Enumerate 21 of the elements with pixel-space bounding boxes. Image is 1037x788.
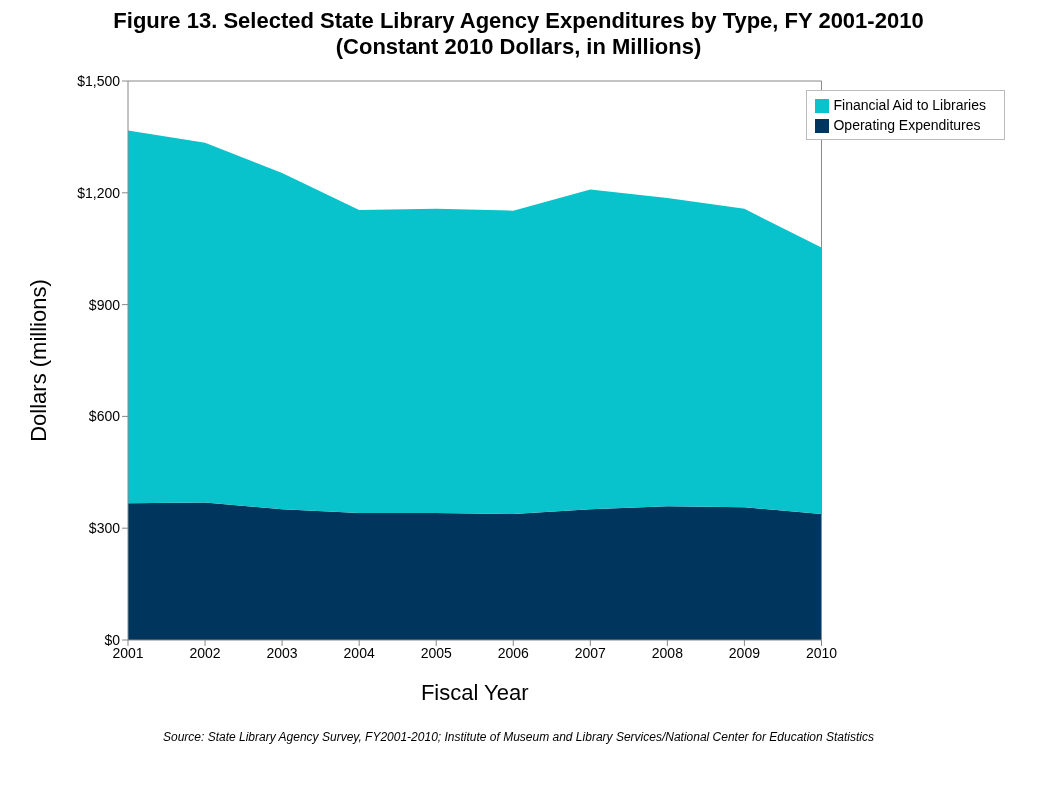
x-tick-label: 2002 — [189, 644, 221, 661]
chart-subtitle: (Constant 2010 Dollars, in Millions) — [334, 34, 703, 60]
x-tick-label: 2006 — [497, 644, 530, 661]
y-tick-label: $900 — [88, 296, 121, 313]
x-axis-title: Fiscal Year — [420, 680, 529, 705]
x-tick-label: 2005 — [420, 644, 452, 661]
y-tick-label: $600 — [88, 408, 121, 425]
y-tick-label: $1,500 — [77, 72, 121, 89]
x-tick-label: 2007 — [574, 644, 607, 661]
x-tick-label: 2003 — [266, 644, 298, 661]
x-tick-label: 2009 — [728, 644, 761, 661]
chart-title: Figure 13. Selected State Library Agency Expenditures by Type, FY 2001-2010 — [112, 8, 925, 34]
legend-label: Financial Aid to Libraries — [833, 97, 986, 113]
y-axis-title: Dollars (millions) — [25, 279, 51, 442]
source-note: Source: State Library Agency Survey, FY2001-2010; Institute of Museum and Library Services/National Center for Education Statistics — [162, 730, 875, 744]
y-tick-label: $300 — [88, 520, 121, 537]
x-tick-label: 2010 — [805, 644, 838, 661]
y-tick-label: $1,200 — [77, 184, 121, 201]
legend-label: Operating Expenditures — [833, 117, 981, 133]
x-tick-label: 2008 — [651, 644, 684, 661]
x-tick-label: 2004 — [343, 644, 375, 661]
